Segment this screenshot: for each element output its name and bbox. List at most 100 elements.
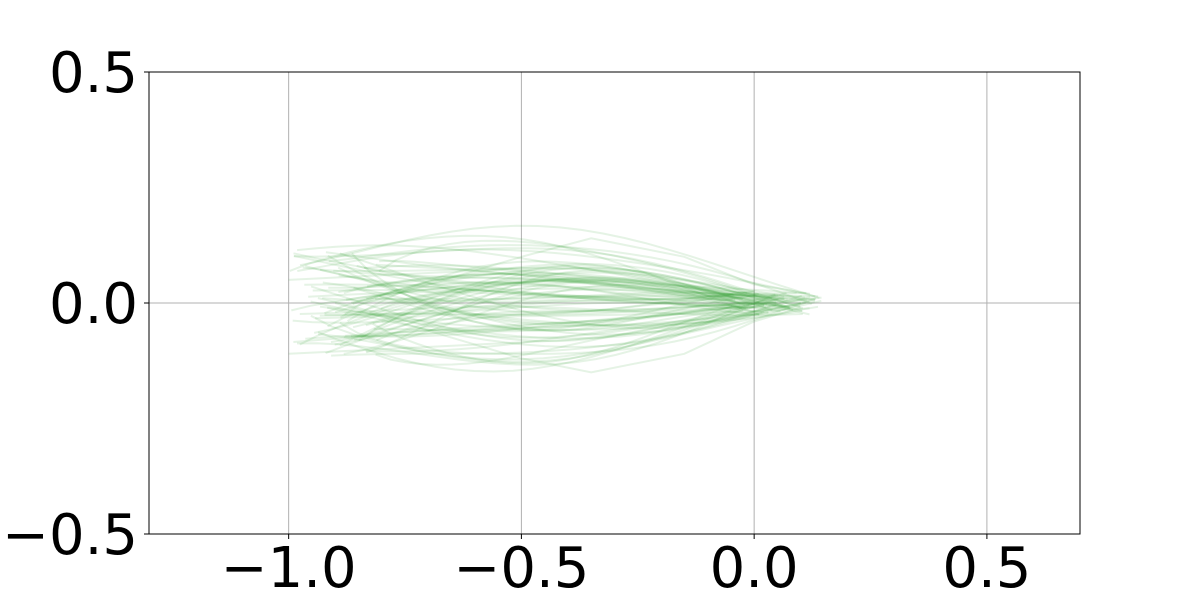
x-tick-label: 0.0 xyxy=(710,536,799,600)
trajectory-line-70 xyxy=(317,292,787,373)
trajectory-line-35 xyxy=(299,224,820,299)
trajectory-line-69 xyxy=(381,303,768,323)
trajectory-line-65 xyxy=(293,247,804,310)
trajectory-line-66 xyxy=(338,274,777,306)
trajectory-line-47 xyxy=(379,295,763,327)
trajectory-line-74 xyxy=(326,294,803,348)
trajectory-line-15 xyxy=(324,299,748,317)
trajectory-line-89 xyxy=(293,252,779,301)
trajectory-line-60 xyxy=(325,288,815,355)
trajectory-line-55 xyxy=(356,264,735,301)
trajectory-line-44 xyxy=(351,252,757,332)
trajectory-line-2 xyxy=(325,251,778,304)
trajectory-line-12 xyxy=(363,264,773,300)
trajectory-line-33 xyxy=(317,297,732,339)
trajectory-line-5 xyxy=(338,276,816,301)
trajectory-line-75 xyxy=(328,244,813,305)
trajectory-line-56 xyxy=(297,244,765,306)
trajectory-line-10 xyxy=(339,310,765,355)
trajectory-line-17 xyxy=(339,279,783,346)
trajectory-line-40 xyxy=(350,307,810,338)
trajectory-line-37 xyxy=(322,281,811,336)
trajectory-line-41 xyxy=(365,276,807,327)
y-tick-label: 0.5 xyxy=(49,41,138,106)
trajectory-line-52 xyxy=(291,280,751,312)
trajectory-line-82 xyxy=(310,305,819,361)
trajectory-line-51 xyxy=(299,277,734,346)
trajectory-line-26 xyxy=(366,291,785,301)
trajectory-line-42 xyxy=(305,311,769,340)
trajectory-line-25 xyxy=(337,266,742,325)
trajectory-line-57 xyxy=(319,268,755,314)
trajectory-lines xyxy=(288,224,822,374)
trajectory-line-79 xyxy=(292,303,750,324)
trajectory-line-21 xyxy=(327,255,753,327)
trajectory-line-85 xyxy=(343,309,803,338)
y-tick-label: 0.0 xyxy=(49,272,138,337)
trajectory-line-87 xyxy=(376,305,771,342)
trajectory-line-34 xyxy=(343,283,777,355)
trajectory-line-4 xyxy=(334,302,801,374)
trajectory-line-18 xyxy=(305,265,741,312)
trajectory-line-19 xyxy=(378,239,791,310)
trajectory-line-58 xyxy=(343,272,755,308)
trajectory-line-81 xyxy=(296,293,776,366)
trajectory-line-22 xyxy=(345,301,760,337)
x-tick-label: −1.0 xyxy=(221,536,357,600)
trajectory-line-11 xyxy=(339,252,822,330)
trajectory-line-86 xyxy=(339,272,790,319)
x-tick-label: −0.5 xyxy=(453,536,589,600)
trajectory-line-71 xyxy=(353,278,810,342)
trajectory-line-80 xyxy=(375,263,807,295)
trajectory-line-78 xyxy=(365,301,810,353)
trajectory-line-36 xyxy=(308,290,759,301)
trajectory-line-23 xyxy=(324,281,736,315)
trajectory-line-72 xyxy=(289,234,760,315)
trajectory-line-3 xyxy=(334,237,811,314)
trajectory-line-67 xyxy=(334,297,785,346)
trajectory-line-64 xyxy=(327,279,733,328)
trajectory-line-49 xyxy=(346,260,801,322)
trajectory-line-7 xyxy=(375,293,743,303)
trajectory-line-24 xyxy=(366,273,797,294)
x-tick-label: 0.5 xyxy=(942,536,1031,600)
trajectory-line-61 xyxy=(331,297,817,357)
trajectory-line-20 xyxy=(319,296,822,329)
trajectory-line-39 xyxy=(350,267,794,312)
trajectory-line-38 xyxy=(353,286,764,332)
trajectory-line-59 xyxy=(375,309,744,366)
trajectory-line-29 xyxy=(293,294,776,343)
trajectory-line-84 xyxy=(322,295,752,305)
trajectory-line-14 xyxy=(379,259,803,312)
y-tick-label: −0.5 xyxy=(2,503,138,568)
y-axis-ticks: −0.5 0.0 0.5 xyxy=(2,41,149,568)
trajectory-line-46 xyxy=(319,301,786,317)
trajectory-line-88 xyxy=(373,290,754,333)
trajectory-line-68 xyxy=(310,300,806,340)
trajectory-line-1 xyxy=(288,302,801,355)
trajectory-line-76 xyxy=(312,287,747,310)
trajectory-line-27 xyxy=(313,264,746,334)
trajectory-line-32 xyxy=(317,295,785,363)
x-axis-ticks: −1.0 −0.5 0.0 0.5 xyxy=(221,534,1031,600)
trajectory-line-83 xyxy=(333,267,773,312)
trajectory-line-30 xyxy=(358,278,805,342)
trajectory-line-8 xyxy=(315,299,769,320)
trajectory-line-9 xyxy=(346,277,788,301)
trajectory-line-62 xyxy=(380,289,736,310)
trajectory-line-53 xyxy=(302,266,791,309)
trajectory-line-6 xyxy=(310,285,765,343)
trajectory-line-48 xyxy=(352,266,790,329)
trajectory-line-0 xyxy=(288,264,801,304)
trajectory-line-31 xyxy=(304,283,819,298)
trajectory-line-73 xyxy=(365,269,767,354)
trajectory-line-54 xyxy=(299,305,803,317)
trajectory-line-13 xyxy=(352,262,748,306)
trajectory-line-77 xyxy=(330,280,741,344)
trajectory-line-16 xyxy=(328,281,760,316)
trajectory-line-50 xyxy=(372,305,733,365)
trajectory-line-63 xyxy=(344,294,778,316)
trajectory-line-28 xyxy=(369,271,816,314)
trajectory-line-45 xyxy=(293,254,781,313)
